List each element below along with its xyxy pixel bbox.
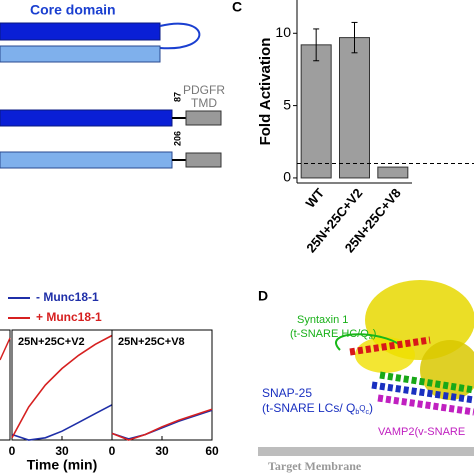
construct-bar bbox=[0, 109, 173, 127]
panel-title: 25N+25C+V8 bbox=[118, 336, 185, 348]
membrane-label: Target Membrane bbox=[268, 459, 362, 473]
domain-diagram: Core domain PDGFR TMD 87 206 bbox=[0, 2, 225, 169]
core-bar bbox=[0, 22, 161, 41]
membrane bbox=[258, 447, 474, 456]
series-line bbox=[111, 409, 213, 440]
legend-label: - Munc18-1 bbox=[36, 290, 99, 304]
protein-label: SNAP-25 bbox=[262, 386, 312, 400]
helix bbox=[371, 381, 474, 404]
loop bbox=[335, 333, 401, 351]
panel-label: C bbox=[232, 0, 242, 15]
x-tick-label: 30 bbox=[155, 444, 169, 458]
desc-sub: c bbox=[366, 409, 370, 416]
x-tick-label: 60 bbox=[205, 444, 219, 458]
tmd-label: TMD bbox=[191, 96, 217, 110]
desc-part: (t-SNARE HC/Q bbox=[290, 328, 369, 340]
desc-part: (t-SNARE LCs/ Q bbox=[262, 401, 355, 415]
series-line bbox=[11, 404, 113, 441]
protein-label: Syntaxin 1 bbox=[297, 314, 348, 326]
bar bbox=[300, 44, 332, 179]
desc-part: ) bbox=[373, 328, 377, 340]
y-tick-label: 5 bbox=[283, 96, 291, 112]
protein-desc: (t-SNARE HC/Qa) bbox=[290, 328, 376, 341]
loop bbox=[159, 22, 201, 50]
x-tick-label: WT bbox=[303, 185, 328, 210]
bar bbox=[377, 166, 409, 179]
series-line bbox=[111, 408, 213, 441]
y-tick-label: 10 bbox=[275, 24, 291, 40]
legend-label: + Munc18-1 bbox=[36, 310, 102, 324]
panel-frame bbox=[0, 329, 11, 441]
x-axis-label: Time (min) bbox=[27, 457, 98, 473]
helix bbox=[377, 394, 474, 416]
series-line bbox=[11, 334, 113, 439]
structure-panel: D Syntaxin 1 (t-SNARE HC/Qa) SNAP-25 (t-… bbox=[258, 280, 474, 473]
panel-title: 25N+25C+V2 bbox=[18, 336, 85, 348]
protein-desc: (t-SNARE LCs/ QbQc) bbox=[262, 401, 373, 416]
desc-sub: b bbox=[355, 409, 359, 416]
residue-label: 206 bbox=[172, 131, 182, 146]
desc-sub: a bbox=[369, 334, 373, 341]
panel-label: D bbox=[258, 288, 268, 304]
y-axis-label: Fold Activation bbox=[257, 38, 274, 146]
residue-label: 87 bbox=[172, 92, 182, 102]
partial-line bbox=[0, 337, 11, 361]
desc-part: ) bbox=[369, 401, 373, 415]
bar bbox=[339, 37, 370, 179]
y-tick-label: 0 bbox=[283, 169, 291, 185]
protein-label: VAMP2(v-SNARE bbox=[378, 426, 465, 438]
helix bbox=[349, 336, 431, 356]
x-tick-label: 0 bbox=[109, 444, 116, 458]
x-tick-label: 30 bbox=[55, 444, 69, 458]
construct-bar-light bbox=[0, 151, 173, 169]
tmd-box bbox=[185, 152, 222, 168]
x-tick-label: 0 bbox=[9, 444, 16, 458]
desc-part: Q bbox=[359, 404, 365, 413]
tmd-box bbox=[185, 110, 222, 126]
domain-label: Core domain bbox=[30, 2, 116, 18]
core-bar-light bbox=[0, 45, 161, 63]
tmd-label: PDGFR bbox=[183, 83, 225, 97]
